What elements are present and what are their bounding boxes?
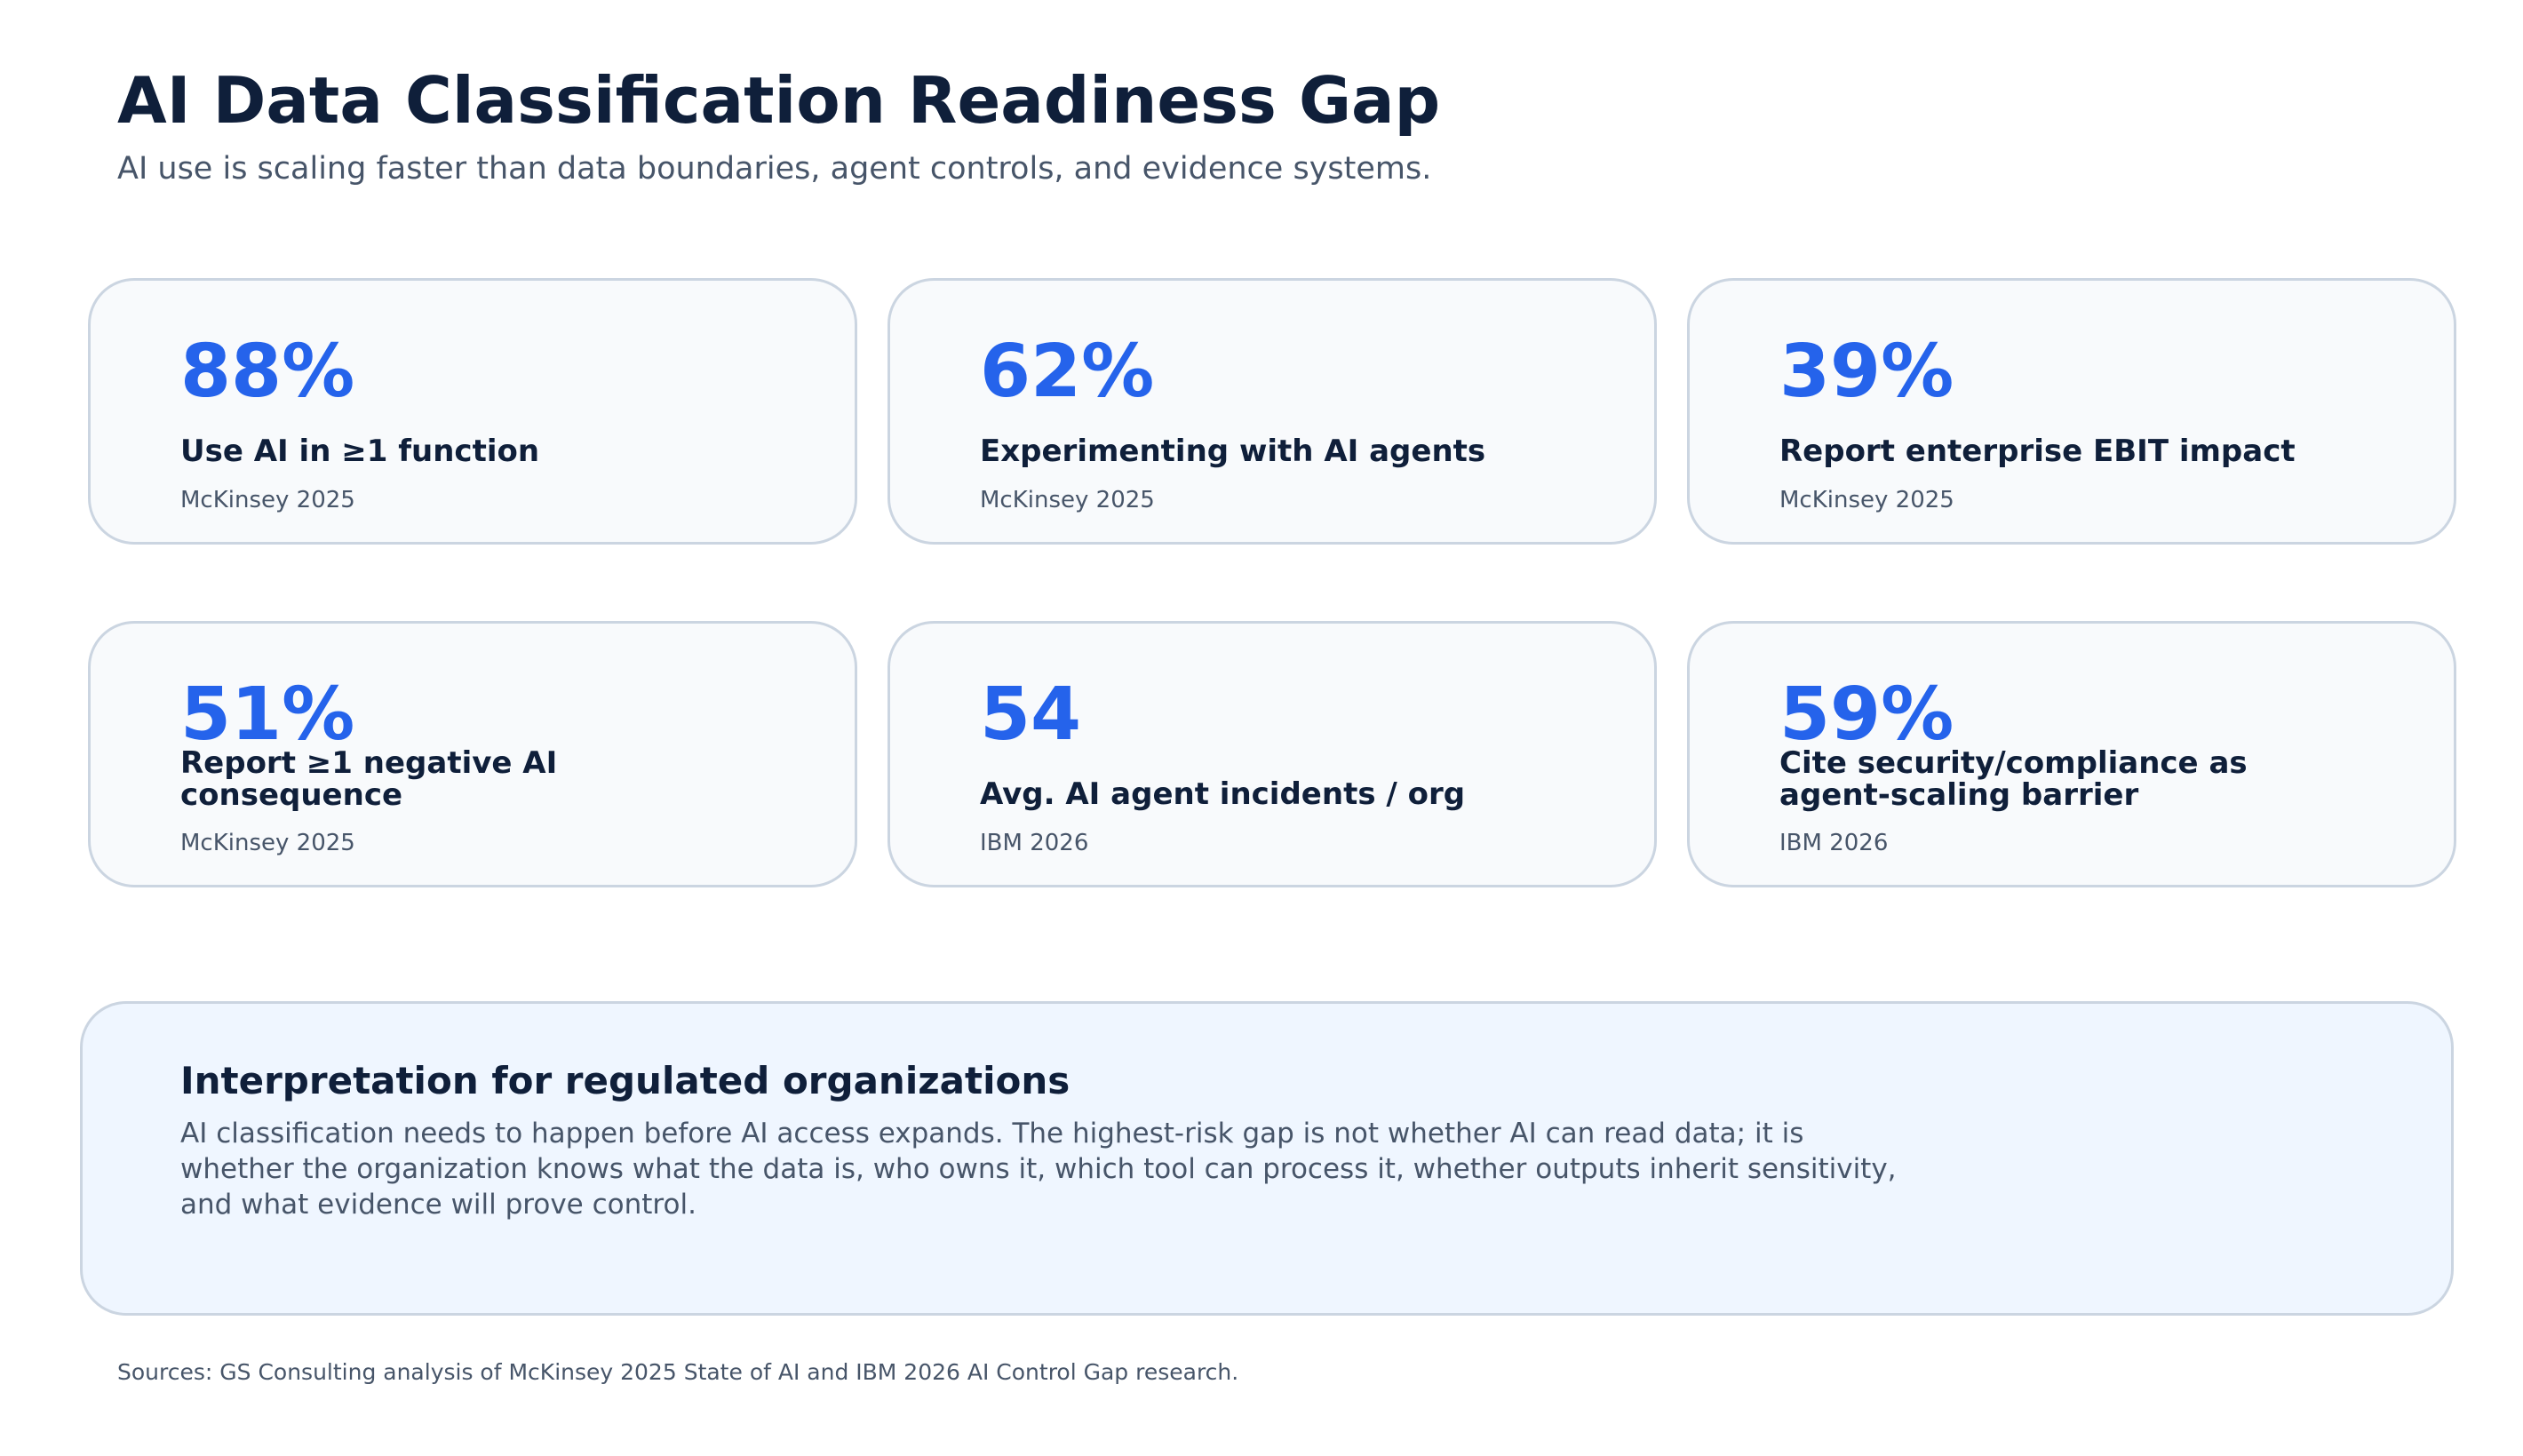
metric-label: Avg. AI agent incidents / org	[980, 776, 1466, 812]
metric-value: 54	[980, 672, 1082, 757]
metric-card-agent-incidents: 54 Avg. AI agent incidents / org IBM 202…	[887, 621, 1657, 887]
interpretation-heading: Interpretation for regulated organizatio…	[180, 1059, 1070, 1102]
metric-value: 39%	[1779, 330, 1954, 414]
metric-source: McKinsey 2025	[180, 830, 355, 856]
metric-value: 59%	[1779, 672, 1954, 757]
metric-label: Experimenting with AI agents	[980, 434, 1486, 469]
metric-label: Cite security/compliance as agent-scalin…	[1779, 745, 2248, 813]
metric-card-ai-use: 88% Use AI in ≥1 function McKinsey 2025	[88, 278, 857, 545]
metric-source: McKinsey 2025	[980, 487, 1155, 513]
metric-label: Use AI in ≥1 function	[180, 434, 540, 469]
metric-source: IBM 2026	[980, 830, 1089, 856]
metric-source: McKinsey 2025	[180, 487, 355, 513]
page-subtitle: AI use is scaling faster than data bound…	[117, 151, 1432, 187]
sources-footnote: Sources: GS Consulting analysis of McKin…	[117, 1359, 1239, 1385]
metric-value: 62%	[980, 330, 1155, 414]
interpretation-panel: Interpretation for regulated organizatio…	[80, 1001, 2454, 1316]
metric-label: Report enterprise EBIT impact	[1779, 434, 2296, 469]
metric-card-negative-consequence: 51% Report ≥1 negative AI consequence Mc…	[88, 621, 857, 887]
metric-source: McKinsey 2025	[1779, 487, 1954, 513]
metric-card-ai-agents: 62% Experimenting with AI agents McKinse…	[887, 278, 1657, 545]
interpretation-body: AI classification needs to happen before…	[180, 1118, 1897, 1221]
metric-card-scaling-barrier: 59% Cite security/compliance as agent-sc…	[1687, 621, 2456, 887]
metric-card-ebit-impact: 39% Report enterprise EBIT impact McKins…	[1687, 278, 2456, 545]
page-title: AI Data Classification Readiness Gap	[117, 63, 1441, 138]
metric-source: IBM 2026	[1779, 830, 1889, 856]
metric-value: 88%	[180, 330, 355, 414]
metric-label: Report ≥1 negative AI consequence	[180, 745, 558, 813]
metric-value: 51%	[180, 672, 355, 757]
